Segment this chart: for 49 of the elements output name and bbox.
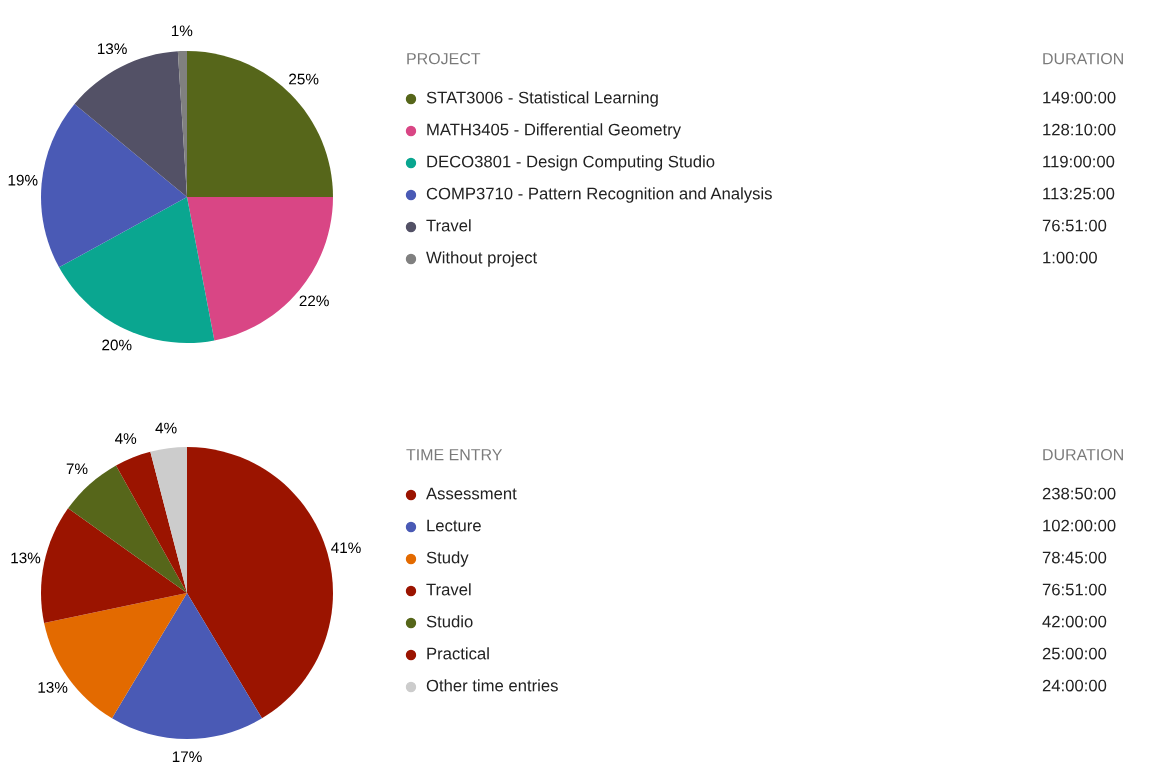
text: 102:00:00 (1043, 519, 1116, 532)
text: 24:00:00 (1042, 679, 1107, 692)
pie-slice (187, 51, 333, 197)
legend-title: PROJECT (407, 52, 481, 65)
text: 238:50:00 (1042, 487, 1116, 500)
legend-label: Travel (426, 583, 471, 596)
data-label: 25% (289, 73, 319, 85)
legend-label: Without project (426, 251, 538, 267)
text: DURATION (1043, 448, 1123, 461)
text: 76:51:00 (1042, 583, 1107, 596)
data-label: 7% (66, 463, 88, 475)
data-label: 1% (171, 25, 193, 37)
legend-label: Studio (426, 615, 473, 628)
legend-label: Travel (426, 219, 471, 232)
text: 78:45:00 (1042, 551, 1107, 564)
data-label: 19% (8, 174, 38, 186)
text: DURATION (1043, 52, 1123, 65)
legend-label: Practical (427, 647, 489, 660)
legend-label: DECO3801 - Design Computing Studio (427, 155, 715, 171)
legend-label: COMP3710 - Pattern Recognition and Analysis (426, 187, 772, 203)
pie-slice (150, 447, 187, 593)
legend-label: Study (426, 551, 469, 567)
legend-label: Other time entries (426, 679, 558, 692)
data-label: 13% (11, 552, 41, 564)
pie-slice (112, 593, 262, 739)
data-label: 13% (38, 681, 68, 693)
pie-slice (187, 197, 333, 341)
text: 119:00:00 (1043, 155, 1115, 168)
text: 113:25:00 (1043, 187, 1115, 200)
pie-slice (68, 465, 187, 593)
legend-label: Lecture (427, 519, 481, 532)
data-label: 4% (155, 422, 177, 434)
data-label: 13% (97, 43, 127, 55)
text: 128:10:00 (1043, 123, 1116, 136)
legend-title: TIME ENTRY (406, 449, 503, 461)
data-label: 17% (172, 751, 202, 763)
text: 25:00:00 (1042, 647, 1107, 660)
data-label: 41% (331, 542, 361, 554)
legend-label: Assessment (426, 487, 517, 500)
text: 149:00:00 (1043, 91, 1116, 104)
legend-label: STAT3006 - Statistical Learning (426, 91, 658, 107)
text: 42:00:00 (1042, 615, 1107, 628)
data-label: 4% (114, 433, 137, 444)
pie-slice (41, 103, 187, 268)
data-label: 22% (299, 295, 329, 307)
legend-label: MATH3405 - Differential Geometry (427, 123, 682, 139)
text: 1:00:00 (1043, 251, 1097, 264)
text: 76:51:00 (1042, 219, 1107, 232)
data-label: 20% (102, 339, 132, 351)
